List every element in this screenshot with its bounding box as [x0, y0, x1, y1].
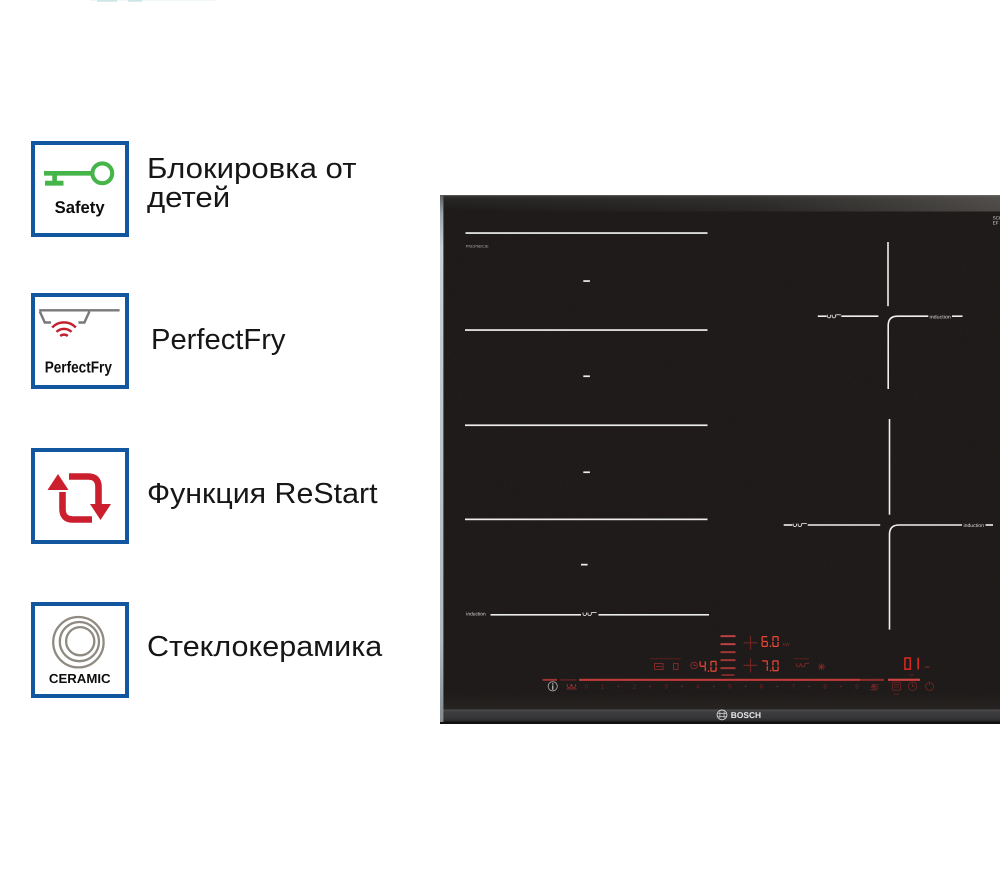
- svg-text:1: 1: [601, 684, 605, 691]
- svg-text:8: 8: [823, 684, 827, 691]
- svg-text:induction: induction: [466, 612, 486, 618]
- svg-text:9: 9: [855, 684, 859, 691]
- svg-text:0: 0: [584, 684, 588, 691]
- svg-text:EF: EF: [993, 220, 999, 225]
- svg-text:PXE375DC1E: PXE375DC1E: [466, 245, 489, 249]
- svg-text:PerfectFry: PerfectFry: [45, 360, 112, 377]
- svg-text:CERAMIC: CERAMIC: [49, 671, 111, 686]
- svg-text:Safety: Safety: [55, 198, 106, 217]
- svg-text:induction: induction: [964, 523, 985, 529]
- svg-text:induction: induction: [930, 314, 952, 320]
- svg-text:SCH: SCH: [993, 215, 1000, 220]
- svg-text:7: 7: [792, 684, 796, 691]
- svg-text:2: 2: [633, 684, 637, 691]
- svg-text:4: 4: [696, 684, 700, 691]
- svg-text:6: 6: [760, 684, 764, 691]
- svg-text:5: 5: [728, 684, 732, 691]
- svg-text:3: 3: [664, 684, 668, 691]
- svg-text:BOSCH: BOSCH: [731, 710, 761, 720]
- svg-text:kW: kW: [783, 642, 791, 648]
